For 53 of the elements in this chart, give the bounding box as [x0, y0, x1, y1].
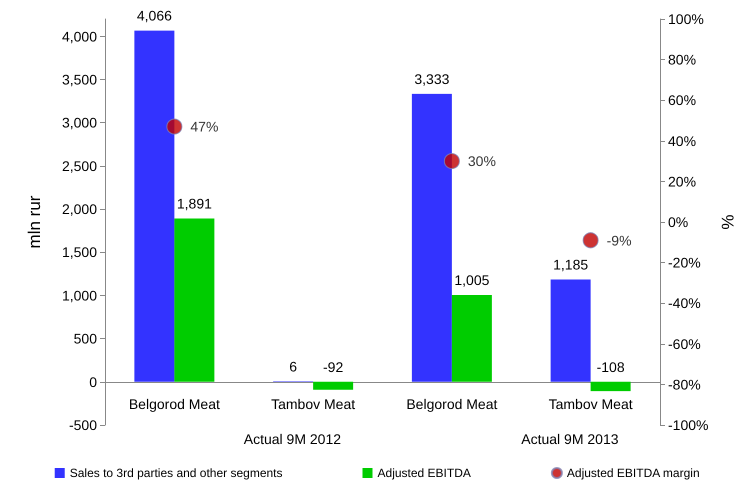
data-label: -108	[596, 358, 625, 375]
data-label: 3,333	[414, 70, 450, 87]
bar	[550, 279, 591, 382]
point	[582, 232, 599, 248]
data-label: 30%	[468, 153, 496, 170]
y2-tick-label: -80%	[668, 376, 701, 392]
bar	[452, 294, 492, 382]
y-tick-label: 2,500	[62, 158, 98, 174]
bar	[590, 382, 631, 392]
y-tick-label: 1,000	[62, 287, 98, 304]
y2-tick-label: -40%	[668, 295, 701, 312]
y-tick-label: 3,000	[62, 114, 98, 131]
bar	[174, 218, 214, 382]
y-axis-title: mln rur	[25, 195, 44, 248]
data-label: 4,066	[136, 8, 172, 24]
x-tick-label: Tambov Meat	[271, 396, 356, 412]
data-label: 1,005	[454, 272, 490, 288]
point	[166, 118, 182, 135]
bar	[313, 382, 354, 390]
y2-tick-label: -20%	[668, 254, 701, 271]
data-label: 6	[289, 358, 298, 374]
y2-tick-label: 20%	[668, 173, 696, 190]
text: Actual 9M 2013	[521, 431, 619, 447]
data-label: -92	[323, 358, 344, 375]
point	[444, 153, 460, 170]
x-tick-label: Belgorod Meat	[406, 396, 498, 412]
legend-label: Adjusted EBITDA margin	[566, 466, 700, 480]
y2-tick-label: 40%	[668, 132, 696, 149]
data-label: 47%	[190, 118, 218, 135]
y-tick-label: 0	[89, 374, 98, 390]
y-tick-label: 500	[74, 330, 98, 347]
legend-label: Adjusted EBITDA	[378, 466, 471, 480]
y2-tick-label: 80%	[668, 52, 696, 68]
y-tick-label: 2,000	[62, 201, 98, 218]
text: Actual 9M 2012	[244, 431, 342, 447]
data-label: -9%	[606, 232, 632, 248]
y-tick-label: 1,500	[62, 244, 98, 260]
x-tick-label: Tambov Meat	[548, 396, 633, 412]
y2-tick-label: -60%	[668, 336, 701, 352]
y2-tick-label: 60%	[668, 92, 696, 108]
y2-tick-label: 0%	[668, 214, 688, 230]
legend-label: Sales to 3rd parties and other segments	[70, 466, 283, 480]
data-label: 1,185	[553, 256, 588, 272]
x-tick-label: Belgorod Meat	[128, 396, 220, 412]
y-tick-label: 4,000	[62, 28, 98, 44]
y2-tick-label: 100%	[668, 11, 704, 27]
y-tick-label: -500	[68, 417, 98, 433]
y2-axis-title: %	[718, 214, 738, 230]
y-tick-label: 3,500	[62, 71, 98, 88]
y2-tick-label: -100%	[668, 417, 708, 433]
bar	[412, 94, 452, 382]
bar	[134, 30, 174, 382]
data-label: 1,891	[176, 195, 212, 212]
